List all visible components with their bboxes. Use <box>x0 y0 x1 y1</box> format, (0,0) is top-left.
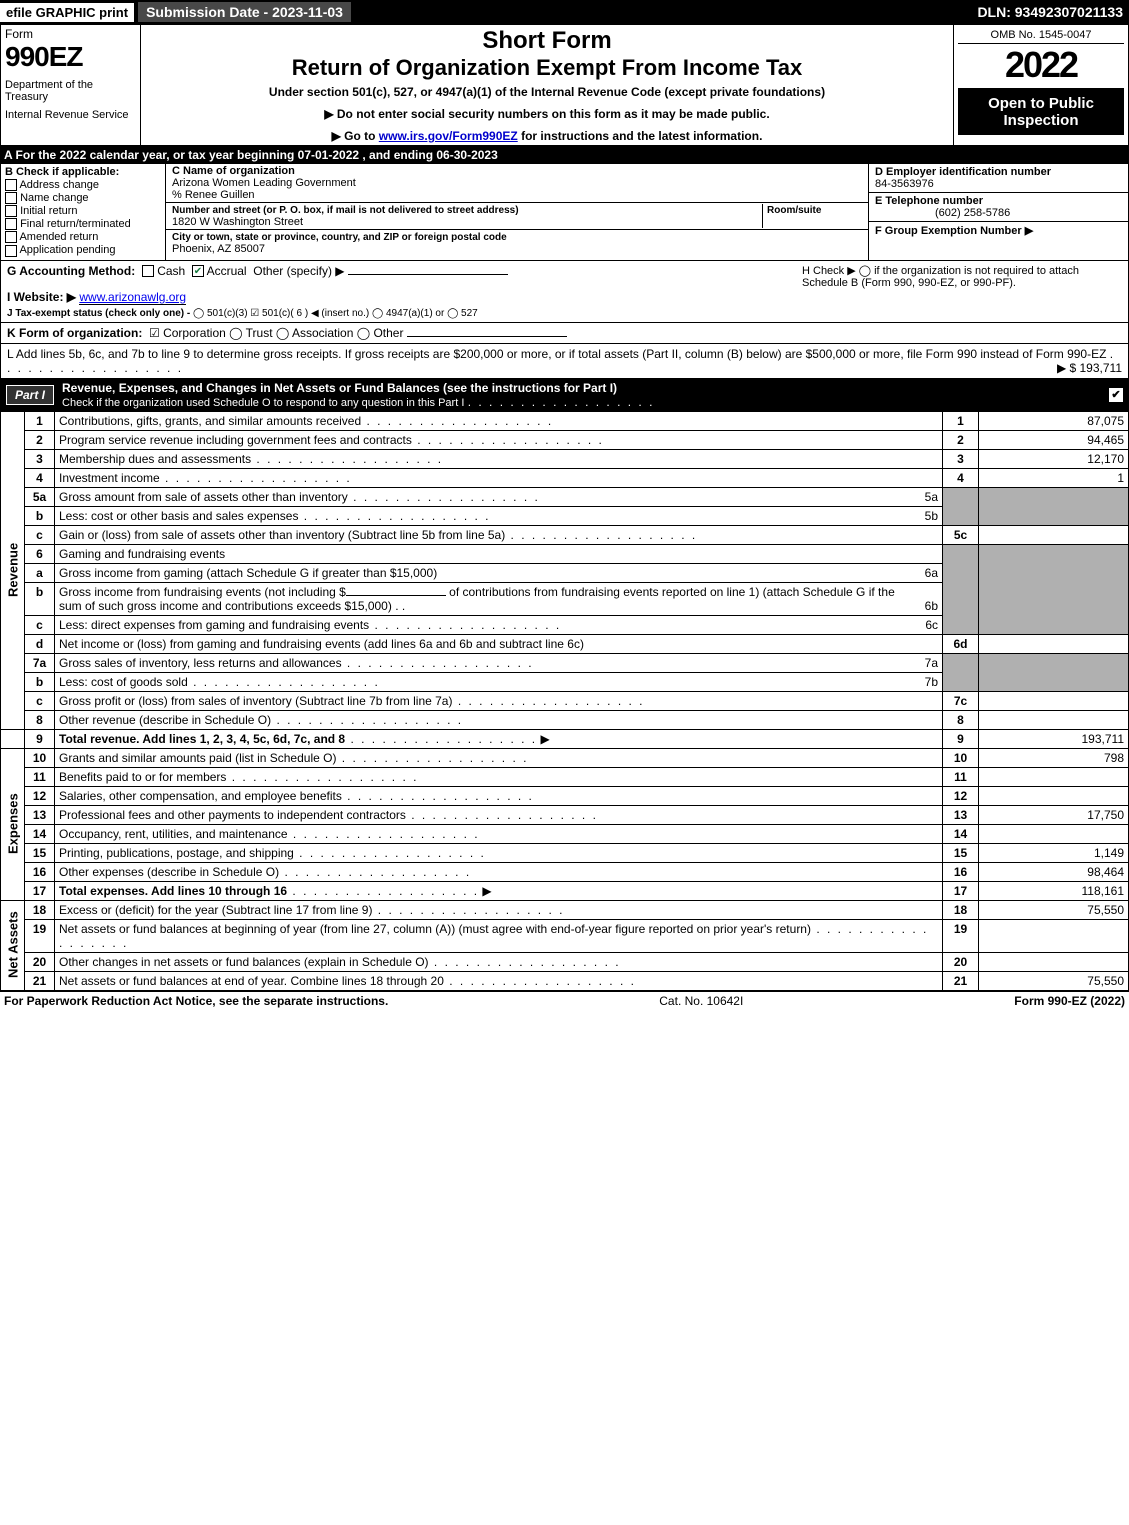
line-17-amt: 118,161 <box>979 881 1129 900</box>
line-9-amt: 193,711 <box>979 729 1129 748</box>
goto-note: ▶ Go to www.irs.gov/Form990EZ for instru… <box>145 129 949 143</box>
line-2-amt: 94,465 <box>979 430 1129 449</box>
line-16-amt: 98,464 <box>979 862 1129 881</box>
open-public: Open to Public Inspection <box>958 89 1124 135</box>
chk-final[interactable] <box>5 218 17 230</box>
b-label: B Check if applicable: <box>5 166 119 178</box>
under-section: Under section 501(c), 527, or 4947(a)(1)… <box>145 85 949 99</box>
tax-year: 2022 <box>958 44 1124 89</box>
chk-name[interactable] <box>5 192 17 204</box>
dln: DLN: 93492307021133 <box>977 4 1129 20</box>
lines-table: Revenue 1Contributions, gifts, grants, a… <box>0 411 1129 991</box>
section-a: A For the 2022 calendar year, or tax yea… <box>0 146 1129 164</box>
short-form-title: Short Form <box>145 27 949 55</box>
ssn-note: ▶ Do not enter social security numbers o… <box>145 107 949 121</box>
top-bar: efile GRAPHIC print Submission Date - 20… <box>0 0 1129 24</box>
footer: For Paperwork Reduction Act Notice, see … <box>0 991 1129 1010</box>
part1-schedule-o-check[interactable]: ✔ <box>1109 388 1123 402</box>
f-label: F Group Exemption Number ▶ <box>875 225 1033 237</box>
chk-pending[interactable] <box>5 245 17 257</box>
chk-address[interactable] <box>5 179 17 191</box>
i-label: I Website: ▶ <box>7 290 76 304</box>
org-name: Arizona Women Leading Government <box>172 177 356 189</box>
section-def: D Employer identification number84-35639… <box>868 164 1128 260</box>
line-13-amt: 17,750 <box>979 805 1129 824</box>
care-of: % Renee Guillen <box>172 189 255 201</box>
cat-no: Cat. No. 10642I <box>388 994 1014 1008</box>
section-l: L Add lines 5b, 6c, and 7b to line 9 to … <box>0 344 1129 379</box>
line-15-amt: 1,149 <box>979 843 1129 862</box>
expenses-side: Expenses <box>1 748 25 900</box>
dept-treasury: Department of the Treasury <box>5 79 136 103</box>
h-label: H Check ▶ ◯ if the organization is not r… <box>802 264 1122 319</box>
j-opts: ◯ 501(c)(3) ☑ 501(c)( 6 ) ◀ (insert no.)… <box>193 308 478 319</box>
l-amount: ▶ $ 193,711 <box>1057 361 1122 375</box>
line-18-amt: 75,550 <box>979 900 1129 919</box>
irs-label: Internal Revenue Service <box>5 109 136 121</box>
k-opts: ☑ Corporation ◯ Trust ◯ Association ◯ Ot… <box>149 326 403 340</box>
section-gh: G Accounting Method: Cash Accrual Other … <box>0 261 1129 323</box>
j-label: J Tax-exempt status (check only one) - <box>7 308 190 319</box>
section-c: C Name of organizationArizona Women Lead… <box>166 164 868 260</box>
omb-number: OMB No. 1545-0047 <box>958 27 1124 44</box>
g-label: G Accounting Method: <box>7 264 135 278</box>
d-label: D Employer identification number <box>875 166 1051 178</box>
form-number: 990EZ <box>5 41 136 73</box>
form-header-table: Form 990EZ Department of the Treasury In… <box>0 24 1129 146</box>
k-label: K Form of organization: <box>7 326 142 340</box>
section-b: B Check if applicable: Address change Na… <box>1 164 166 260</box>
part-1-tab: Part I <box>6 385 54 405</box>
part-1-header: Part I Revenue, Expenses, and Changes in… <box>0 379 1129 411</box>
efile-print-label[interactable]: efile GRAPHIC print <box>0 3 134 22</box>
line-21-amt: 75,550 <box>979 971 1129 990</box>
paperwork-notice: For Paperwork Reduction Act Notice, see … <box>4 994 388 1008</box>
chk-accrual[interactable] <box>192 265 204 277</box>
submission-date: Submission Date - 2023-11-03 <box>138 2 351 22</box>
line-3-amt: 12,170 <box>979 449 1129 468</box>
line-4-amt: 1 <box>979 468 1129 487</box>
city-zip: Phoenix, AZ 85007 <box>172 243 265 255</box>
phone: (602) 258-5786 <box>875 207 1010 219</box>
e-label: E Telephone number <box>875 195 983 207</box>
chk-initial[interactable] <box>5 205 17 217</box>
form-ref: Form 990-EZ (2022) <box>1014 994 1125 1008</box>
netassets-side: Net Assets <box>1 900 25 990</box>
chk-cash[interactable] <box>142 265 154 277</box>
return-title: Return of Organization Exempt From Incom… <box>145 55 949 81</box>
l-text: L Add lines 5b, 6c, and 7b to line 9 to … <box>7 347 1106 361</box>
line-10-amt: 798 <box>979 748 1129 767</box>
irs-link[interactable]: www.irs.gov/Form990EZ <box>379 129 518 143</box>
revenue-side: Revenue <box>1 411 25 729</box>
form-label: Form <box>5 27 136 41</box>
website-link[interactable]: www.arizonawlg.org <box>79 290 186 305</box>
ein: 84-3563976 <box>875 178 934 190</box>
section-k: K Form of organization: ☑ Corporation ◯ … <box>0 323 1129 344</box>
line-1-amt: 87,075 <box>979 411 1129 430</box>
section-bcdef: B Check if applicable: Address change Na… <box>0 164 1129 261</box>
street: 1820 W Washington Street <box>172 216 303 228</box>
chk-amended[interactable] <box>5 231 17 243</box>
